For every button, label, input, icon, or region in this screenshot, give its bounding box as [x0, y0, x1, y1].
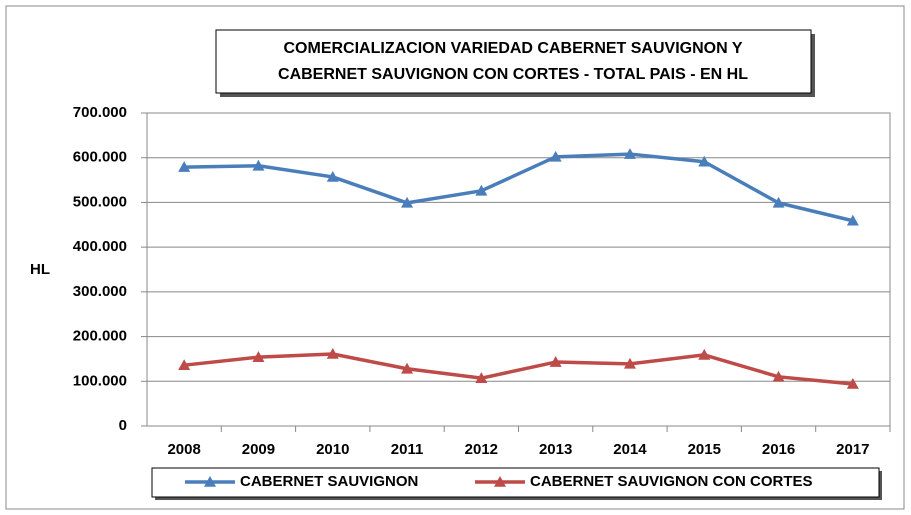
chart-title: COMERCIALIZACION VARIEDAD CABERNET SAUVI… — [284, 40, 743, 57]
point-marker — [549, 356, 562, 367]
x-tick-label: 2016 — [762, 441, 795, 458]
legend-label: CABERNET SAUVIGNON — [240, 473, 418, 490]
point-marker — [623, 148, 636, 159]
x-tick-label: 2013 — [539, 441, 572, 458]
x-tick-label: 2014 — [613, 441, 647, 458]
point-marker — [326, 348, 339, 359]
y-tick-label: 100.000 — [73, 372, 127, 389]
point-marker — [178, 359, 191, 370]
legend-marker — [494, 476, 506, 487]
chart-title: CABERNET SAUVIGNON CON CORTES - TOTAL PA… — [278, 66, 748, 83]
legend-label: CABERNET SAUVIGNON CON CORTES — [530, 473, 813, 490]
point-marker — [772, 196, 785, 208]
point-marker — [846, 377, 859, 389]
y-tick-label: 500.000 — [73, 193, 127, 210]
point-marker — [178, 161, 191, 172]
point-marker — [401, 362, 414, 374]
y-tick-label: 300.000 — [73, 283, 127, 300]
legend-marker — [204, 476, 216, 487]
point-marker — [623, 357, 636, 369]
x-tick-label: 2012 — [465, 441, 498, 458]
point-marker — [698, 348, 711, 360]
point-marker — [475, 372, 488, 383]
series-line — [184, 152, 854, 223]
x-tick-label: 2017 — [836, 441, 869, 458]
point-marker — [252, 159, 265, 171]
x-tick-label: 2015 — [688, 441, 721, 458]
point-marker — [846, 214, 859, 226]
y-axis-label: HL — [30, 261, 50, 278]
y-tick-label: 200.000 — [73, 328, 127, 345]
y-tick-label: 700.000 — [73, 104, 127, 121]
point-marker — [549, 150, 562, 162]
y-tick-label: 0 — [119, 417, 127, 434]
y-tick-label: 600.000 — [73, 149, 127, 166]
x-tick-label: 2011 — [391, 441, 424, 458]
title-box — [215, 29, 812, 94]
x-tick-label: 2009 — [242, 441, 275, 458]
y-tick-label: 400.000 — [73, 238, 127, 255]
point-marker — [326, 170, 339, 182]
point-marker — [475, 184, 488, 196]
x-tick-label: 2008 — [167, 441, 200, 458]
point-marker — [252, 351, 265, 362]
x-tick-label: 2010 — [316, 441, 349, 458]
point-marker — [698, 155, 711, 167]
point-marker — [401, 196, 414, 208]
series-line — [183, 352, 854, 386]
point-marker — [772, 370, 785, 382]
